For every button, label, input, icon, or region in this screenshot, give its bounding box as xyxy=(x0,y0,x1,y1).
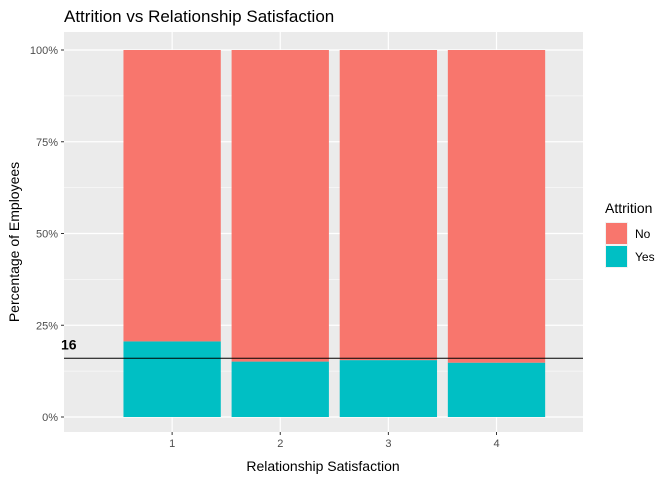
x-tick-label: 4 xyxy=(493,438,499,450)
x-tick-label: 1 xyxy=(169,438,175,450)
legend-label-yes: Yes xyxy=(635,250,655,264)
x-tick-label: 3 xyxy=(385,438,391,450)
bar-segment-yes-3 xyxy=(339,360,438,417)
legend-key-no xyxy=(606,223,627,244)
reference-line-group: 16 xyxy=(61,336,583,359)
legend-key-yes xyxy=(606,246,627,267)
y-axis-title: Percentage of Employees xyxy=(6,162,22,322)
bars xyxy=(123,50,546,417)
legend: Attrition No Yes xyxy=(605,200,655,268)
bar-segment-no-2 xyxy=(231,50,329,362)
bar-segment-no-3 xyxy=(339,50,438,361)
bar-segment-yes-1 xyxy=(123,341,221,417)
y-tick-label: 25% xyxy=(36,320,58,332)
y-tick-label: 100% xyxy=(30,45,58,57)
reference-line-label: 16 xyxy=(61,336,77,352)
y-tick-label: 0% xyxy=(42,412,58,424)
chart-title: Attrition vs Relationship Satisfaction xyxy=(64,7,334,26)
bar-segment-yes-4 xyxy=(447,362,546,417)
y-tick-label: 50% xyxy=(36,229,58,241)
y-tick-label: 75% xyxy=(36,137,58,149)
x-axis: 1 2 3 4 xyxy=(169,432,500,450)
bar-segment-no-1 xyxy=(123,50,221,342)
legend-title: Attrition xyxy=(605,200,652,216)
y-axis: 0% 25% 50% 75% 100% xyxy=(30,45,64,424)
bar-segment-yes-2 xyxy=(231,361,329,417)
x-tick-label: 2 xyxy=(277,438,283,450)
legend-label-no: No xyxy=(635,227,651,241)
x-axis-title: Relationship Satisfaction xyxy=(246,458,399,474)
bar-segment-no-4 xyxy=(447,50,546,363)
